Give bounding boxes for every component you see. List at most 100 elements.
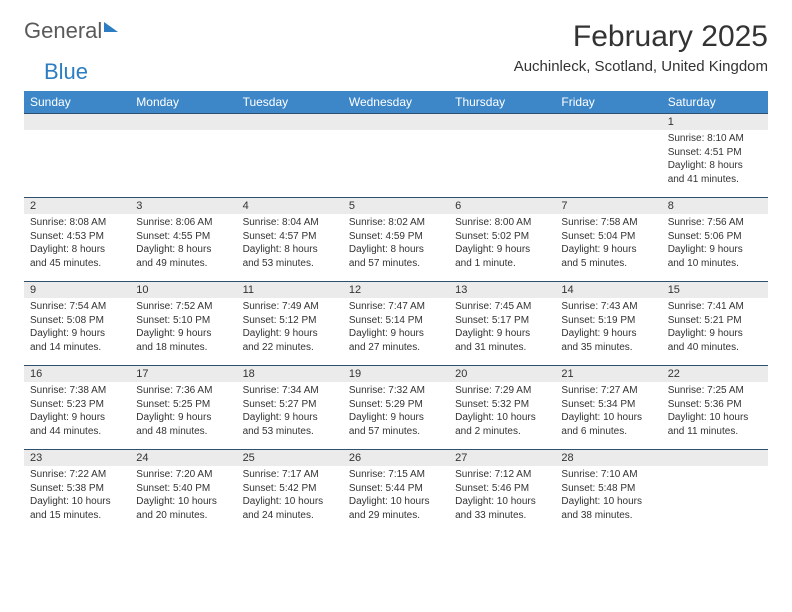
calendar-cell <box>449 114 555 198</box>
sunrise-line: Sunrise: 7:27 AM <box>561 384 655 398</box>
empty-day-strip <box>237 114 343 130</box>
daylight-line: Daylight: 10 hours and 24 minutes. <box>243 495 337 522</box>
sunrise-line: Sunrise: 8:02 AM <box>349 216 443 230</box>
sunset-line: Sunset: 4:57 PM <box>243 230 337 244</box>
days-of-week-row: SundayMondayTuesdayWednesdayThursdayFrid… <box>24 91 768 114</box>
day-number: 11 <box>237 282 343 298</box>
daylight-line: Daylight: 8 hours and 57 minutes. <box>349 243 443 270</box>
daylight-line: Daylight: 8 hours and 45 minutes. <box>30 243 124 270</box>
empty-day-strip <box>662 450 768 466</box>
sunset-line: Sunset: 5:29 PM <box>349 398 443 412</box>
sunset-line: Sunset: 5:25 PM <box>136 398 230 412</box>
calendar-table: SundayMondayTuesdayWednesdayThursdayFrid… <box>24 91 768 534</box>
sunrise-line: Sunrise: 8:10 AM <box>668 132 762 146</box>
daylight-line: Daylight: 9 hours and 10 minutes. <box>668 243 762 270</box>
sunrise-line: Sunrise: 7:54 AM <box>30 300 124 314</box>
day-details: Sunrise: 8:00 AMSunset: 5:02 PMDaylight:… <box>449 214 555 274</box>
title-block: February 2025 Auchinleck, Scotland, Unit… <box>514 20 768 81</box>
day-details: Sunrise: 7:20 AMSunset: 5:40 PMDaylight:… <box>130 466 236 526</box>
daylight-line: Daylight: 9 hours and 27 minutes. <box>349 327 443 354</box>
day-details: Sunrise: 7:10 AMSunset: 5:48 PMDaylight:… <box>555 466 661 526</box>
day-number: 12 <box>343 282 449 298</box>
calendar-cell: 3Sunrise: 8:06 AMSunset: 4:55 PMDaylight… <box>130 198 236 282</box>
day-number: 28 <box>555 450 661 466</box>
brand-part2: Blue <box>44 61 88 83</box>
day-number: 18 <box>237 366 343 382</box>
calendar-page: General February 2025 Auchinleck, Scotla… <box>0 0 792 554</box>
calendar-cell: 11Sunrise: 7:49 AMSunset: 5:12 PMDayligh… <box>237 282 343 366</box>
calendar-cell: 21Sunrise: 7:27 AMSunset: 5:34 PMDayligh… <box>555 366 661 450</box>
day-details: Sunrise: 7:32 AMSunset: 5:29 PMDaylight:… <box>343 382 449 442</box>
day-number: 27 <box>449 450 555 466</box>
calendar-cell: 17Sunrise: 7:36 AMSunset: 5:25 PMDayligh… <box>130 366 236 450</box>
day-details: Sunrise: 7:58 AMSunset: 5:04 PMDaylight:… <box>555 214 661 274</box>
day-details: Sunrise: 7:38 AMSunset: 5:23 PMDaylight:… <box>24 382 130 442</box>
day-number: 8 <box>662 198 768 214</box>
calendar-cell: 28Sunrise: 7:10 AMSunset: 5:48 PMDayligh… <box>555 450 661 534</box>
day-number: 21 <box>555 366 661 382</box>
day-number: 7 <box>555 198 661 214</box>
calendar-cell: 14Sunrise: 7:43 AMSunset: 5:19 PMDayligh… <box>555 282 661 366</box>
empty-day-strip <box>130 114 236 130</box>
sunset-line: Sunset: 5:48 PM <box>561 482 655 496</box>
calendar-week-row: 23Sunrise: 7:22 AMSunset: 5:38 PMDayligh… <box>24 450 768 534</box>
calendar-cell: 8Sunrise: 7:56 AMSunset: 5:06 PMDaylight… <box>662 198 768 282</box>
sunset-line: Sunset: 5:08 PM <box>30 314 124 328</box>
calendar-cell: 6Sunrise: 8:00 AMSunset: 5:02 PMDaylight… <box>449 198 555 282</box>
daylight-line: Daylight: 10 hours and 11 minutes. <box>668 411 762 438</box>
sunrise-line: Sunrise: 7:38 AM <box>30 384 124 398</box>
sunset-line: Sunset: 5:42 PM <box>243 482 337 496</box>
sunset-line: Sunset: 4:59 PM <box>349 230 443 244</box>
day-details: Sunrise: 7:56 AMSunset: 5:06 PMDaylight:… <box>662 214 768 274</box>
empty-day-strip <box>24 114 130 130</box>
calendar-cell: 26Sunrise: 7:15 AMSunset: 5:44 PMDayligh… <box>343 450 449 534</box>
calendar-cell: 24Sunrise: 7:20 AMSunset: 5:40 PMDayligh… <box>130 450 236 534</box>
sunset-line: Sunset: 5:27 PM <box>243 398 337 412</box>
sunrise-line: Sunrise: 7:10 AM <box>561 468 655 482</box>
day-details: Sunrise: 8:10 AMSunset: 4:51 PMDaylight:… <box>662 130 768 190</box>
sunrise-line: Sunrise: 7:52 AM <box>136 300 230 314</box>
calendar-header: SundayMondayTuesdayWednesdayThursdayFrid… <box>24 91 768 114</box>
sunrise-line: Sunrise: 7:12 AM <box>455 468 549 482</box>
brand-logo: General <box>24 20 118 42</box>
day-number: 13 <box>449 282 555 298</box>
sunset-line: Sunset: 4:55 PM <box>136 230 230 244</box>
sunset-line: Sunset: 5:32 PM <box>455 398 549 412</box>
sunrise-line: Sunrise: 7:36 AM <box>136 384 230 398</box>
daylight-line: Daylight: 9 hours and 40 minutes. <box>668 327 762 354</box>
day-number: 14 <box>555 282 661 298</box>
day-details: Sunrise: 7:54 AMSunset: 5:08 PMDaylight:… <box>24 298 130 358</box>
sunrise-line: Sunrise: 7:58 AM <box>561 216 655 230</box>
calendar-cell: 20Sunrise: 7:29 AMSunset: 5:32 PMDayligh… <box>449 366 555 450</box>
sunset-line: Sunset: 5:40 PM <box>136 482 230 496</box>
location-subtitle: Auchinleck, Scotland, United Kingdom <box>514 58 768 75</box>
day-number: 16 <box>24 366 130 382</box>
sunrise-line: Sunrise: 7:41 AM <box>668 300 762 314</box>
calendar-cell <box>24 114 130 198</box>
daylight-line: Daylight: 9 hours and 1 minute. <box>455 243 549 270</box>
calendar-cell: 18Sunrise: 7:34 AMSunset: 5:27 PMDayligh… <box>237 366 343 450</box>
sunrise-line: Sunrise: 7:25 AM <box>668 384 762 398</box>
daylight-line: Daylight: 9 hours and 53 minutes. <box>243 411 337 438</box>
calendar-cell: 25Sunrise: 7:17 AMSunset: 5:42 PMDayligh… <box>237 450 343 534</box>
calendar-cell <box>343 114 449 198</box>
day-number: 6 <box>449 198 555 214</box>
sunrise-line: Sunrise: 7:43 AM <box>561 300 655 314</box>
sunset-line: Sunset: 5:02 PM <box>455 230 549 244</box>
day-of-week-header: Sunday <box>24 91 130 114</box>
calendar-cell: 1Sunrise: 8:10 AMSunset: 4:51 PMDaylight… <box>662 114 768 198</box>
day-number: 5 <box>343 198 449 214</box>
calendar-week-row: 16Sunrise: 7:38 AMSunset: 5:23 PMDayligh… <box>24 366 768 450</box>
day-number: 15 <box>662 282 768 298</box>
daylight-line: Daylight: 10 hours and 15 minutes. <box>30 495 124 522</box>
sunrise-line: Sunrise: 8:08 AM <box>30 216 124 230</box>
calendar-cell: 13Sunrise: 7:45 AMSunset: 5:17 PMDayligh… <box>449 282 555 366</box>
sunrise-line: Sunrise: 8:06 AM <box>136 216 230 230</box>
daylight-line: Daylight: 10 hours and 38 minutes. <box>561 495 655 522</box>
calendar-body: 1Sunrise: 8:10 AMSunset: 4:51 PMDaylight… <box>24 114 768 534</box>
day-number: 4 <box>237 198 343 214</box>
day-of-week-header: Tuesday <box>237 91 343 114</box>
calendar-cell <box>555 114 661 198</box>
calendar-week-row: 2Sunrise: 8:08 AMSunset: 4:53 PMDaylight… <box>24 198 768 282</box>
calendar-cell <box>237 114 343 198</box>
